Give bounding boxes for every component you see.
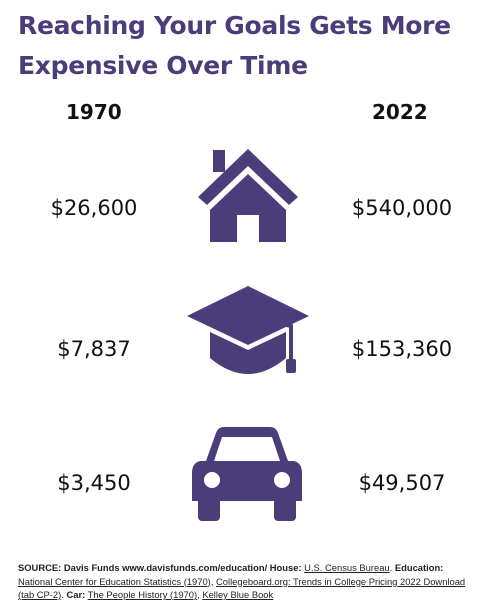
title-line-1: Reaching Your Goals Gets More: [18, 11, 451, 40]
source-education-label: Education:: [394, 562, 444, 573]
source-link-nces[interactable]: National Center for Education Statistics…: [18, 575, 211, 587]
graduation-cap-icon: [187, 286, 309, 374]
page-title: Reaching Your Goals Gets More Expensive …: [18, 6, 478, 86]
car-price-1970: $3,450: [57, 471, 131, 495]
house-icon: [198, 149, 298, 242]
title-line-2: Expensive Over Time: [18, 51, 308, 80]
source-label: SOURCE: Davis Funds www.davisfunds.com/e…: [18, 562, 302, 573]
year-1970-label: 1970: [66, 100, 122, 124]
car-price-2022: $49,507: [358, 471, 446, 495]
source-link-collegeboard[interactable]: Collegeboard.org: Trends in College Pric…: [18, 575, 466, 601]
source-link-people-history[interactable]: The People History (1970): [87, 589, 198, 600]
house-price-2022: $540,000: [351, 196, 453, 220]
year-2022-label: 2022: [372, 100, 428, 124]
education-price-1970: $7,837: [57, 337, 131, 361]
source-link-kelley[interactable]: Kelley Blue Book: [202, 589, 274, 600]
car-icon: [192, 427, 302, 521]
source-car-label: Car:: [66, 589, 86, 600]
source-note: SOURCE: Davis Funds www.davisfunds.com/e…: [18, 562, 466, 601]
education-price-2022: $153,360: [351, 337, 453, 361]
house-price-1970: $26,600: [50, 196, 138, 220]
source-link-census[interactable]: U.S. Census Bureau: [304, 562, 390, 573]
